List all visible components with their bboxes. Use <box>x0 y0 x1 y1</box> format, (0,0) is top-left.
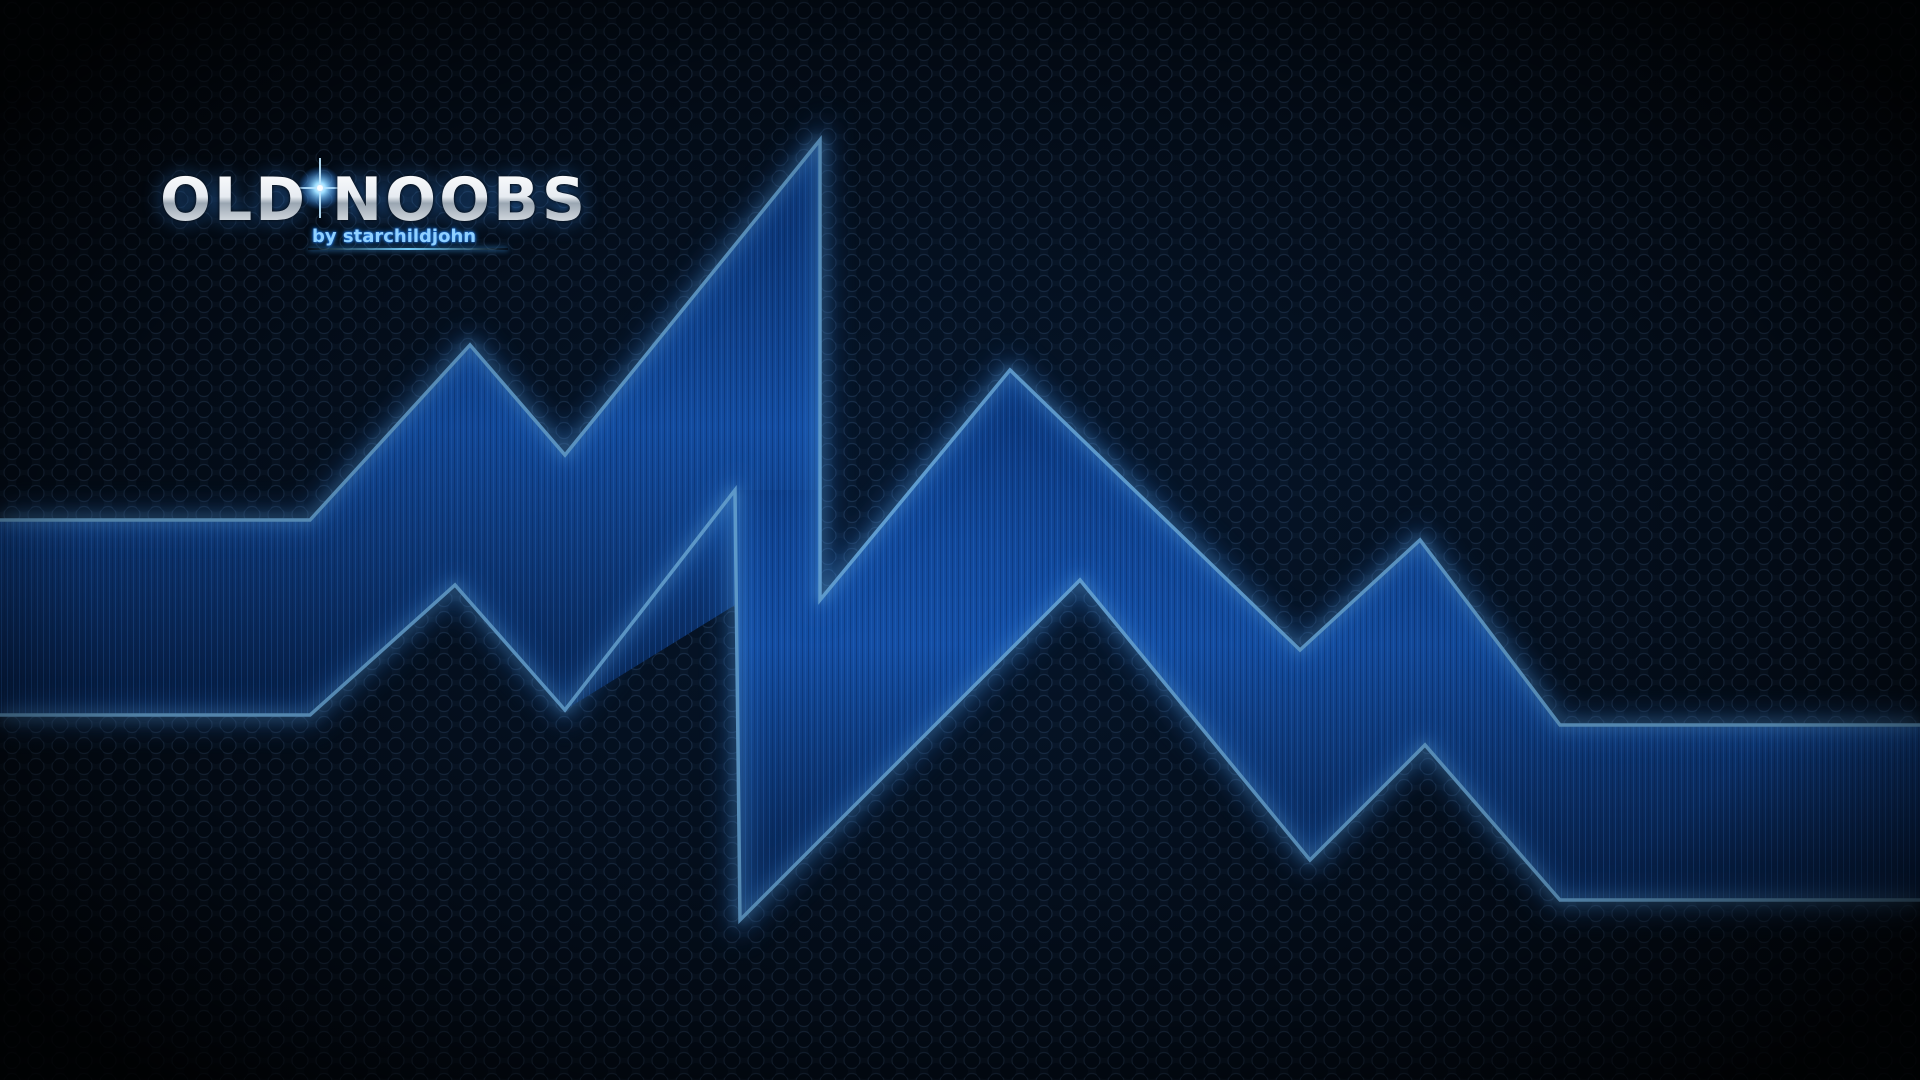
star-flare-icon <box>290 158 350 218</box>
logo-title: OLD NOOBS <box>160 165 589 235</box>
logo-byline: by starchildjohn <box>312 226 477 247</box>
logo-underline <box>308 248 508 250</box>
logo: OLD NOOBS by starchildjohn <box>160 158 585 258</box>
